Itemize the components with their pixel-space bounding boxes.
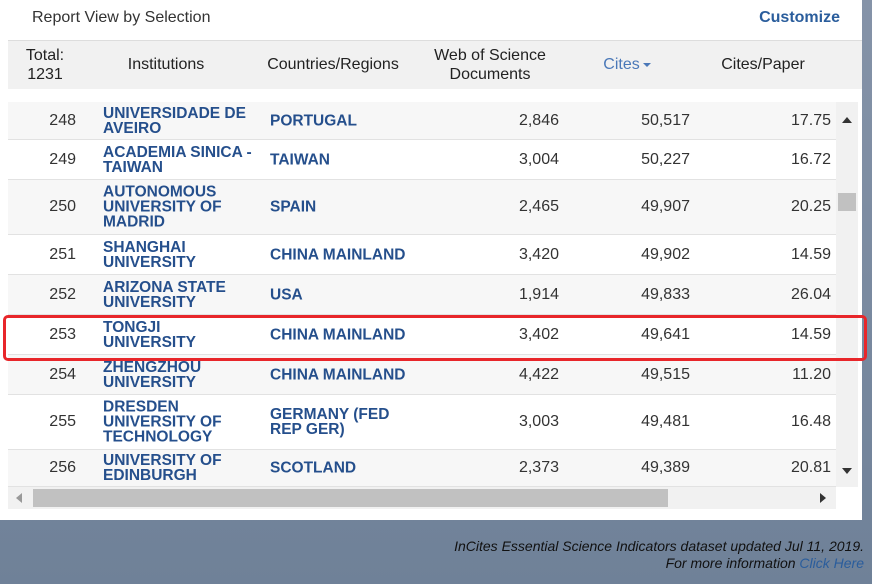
cites-per-paper: 17.75 bbox=[790, 111, 831, 129]
cites-per-paper: 20.25 bbox=[790, 198, 831, 215]
highlight-box bbox=[3, 315, 867, 361]
cites-per-paper: 26.04 bbox=[790, 285, 831, 303]
institution[interactable]: AUTONOMOUS UNIVERSITY OF MADRID bbox=[103, 183, 222, 231]
footer-note: InCites Essential Science Indicators dat… bbox=[454, 538, 864, 554]
documents: 4,422 bbox=[518, 365, 559, 383]
table-header: Total: 1231 Institutions Countries/Regio… bbox=[8, 40, 862, 89]
column-header[interactable]: Countries/Regions bbox=[267, 56, 399, 73]
cites: 50,227 bbox=[641, 150, 690, 168]
table-row: 251 SHANGHAI UNIVERSITY CHINA MAINLAND 3,42… bbox=[8, 235, 836, 275]
documents: 3,420 bbox=[518, 245, 559, 263]
cites: 50,517 bbox=[641, 111, 690, 129]
documents: 2,846 bbox=[518, 111, 559, 129]
cites: 49,902 bbox=[641, 245, 690, 263]
column-header[interactable]: Institutions bbox=[127, 56, 205, 73]
table-row: 248 UNIVERSIDADE DE AVEIRO PORTUGAL 2,846 50… bbox=[8, 102, 836, 140]
institution[interactable]: ZHENGZHOU UNIVERSITY bbox=[103, 358, 202, 391]
institution[interactable]: ACADEMIA SINICA - TAIWAN bbox=[103, 143, 252, 176]
institution[interactable]: ARIZONA STATE UNIVERSITY bbox=[103, 278, 226, 311]
rank: 253 bbox=[49, 325, 76, 343]
footer-more: For more information Click Here bbox=[454, 555, 864, 572]
country[interactable]: SCOTLAND bbox=[270, 459, 357, 477]
table-row: 254 ZHENGZHOU UNIVERSITY CHINA MAINLAND 4,4… bbox=[8, 355, 836, 395]
rank: 248 bbox=[49, 111, 76, 129]
country[interactable]: TAIWAN bbox=[270, 151, 330, 168]
rank: 255 bbox=[49, 413, 76, 430]
cites: 49,481 bbox=[641, 413, 690, 430]
rank: 249 bbox=[49, 150, 76, 168]
cites: 49,907 bbox=[641, 198, 690, 215]
table-row: 253 TONGJI UNIVERSITY CHINA MAINLAND 3,402 4… bbox=[8, 315, 836, 355]
rank: 250 bbox=[49, 198, 76, 215]
table-row: 252 ARIZONA STATE UNIVERSITY USA 1,914 49,83… bbox=[8, 275, 836, 315]
cites-per-paper: 11.20 bbox=[792, 365, 831, 383]
cites: 49,833 bbox=[641, 285, 690, 303]
country[interactable]: CHINA MAINLAND bbox=[270, 326, 406, 343]
documents: 3,402 bbox=[518, 325, 559, 343]
table-row: 250 AUTONOMOUS UNIVERSITY OF MADRID SPAIN 2… bbox=[8, 180, 836, 235]
documents: 1,914 bbox=[518, 285, 559, 303]
country[interactable]: PORTUGAL bbox=[270, 112, 357, 129]
cites: 49,515 bbox=[641, 365, 690, 383]
cites-per-paper: 14.59 bbox=[790, 245, 831, 263]
cites-per-paper: 14.59 bbox=[790, 325, 831, 343]
cites-per-paper: 20.81 bbox=[790, 459, 831, 476]
sort-arrow bbox=[642, 63, 651, 67]
column-header[interactable]: Web of Science Documents bbox=[434, 47, 546, 83]
cites: 49,641 bbox=[641, 325, 690, 343]
scrollbar-graphics bbox=[16, 489, 826, 507]
institution[interactable]: SHANGHAI UNIVERSITY bbox=[103, 238, 197, 271]
country[interactable]: SPAIN bbox=[270, 198, 317, 216]
institution[interactable]: DRESDEN UNIVERSITY OF TECHNOLOGY bbox=[103, 398, 222, 446]
rank: 251 bbox=[49, 245, 76, 263]
scrollbar-graphics bbox=[838, 117, 856, 474]
table-row: 256 UNIVERSITY OF EDINBURGH SCOTLAND 2,373 4… bbox=[8, 450, 836, 487]
country[interactable]: CHINA MAINLAND bbox=[270, 366, 406, 383]
panel-title: Report View by Selection bbox=[32, 9, 211, 26]
institution[interactable]: TONGJI UNIVERSITY bbox=[103, 318, 197, 351]
documents: 3,003 bbox=[518, 413, 559, 430]
rank: 254 bbox=[49, 365, 76, 383]
institution[interactable]: UNIVERSITY OF EDINBURGH bbox=[103, 452, 222, 484]
click-here-link[interactable]: Click Here bbox=[799, 555, 864, 571]
documents: 2,465 bbox=[518, 198, 559, 215]
cites-per-paper: 16.72 bbox=[790, 150, 831, 168]
table-body: 248 UNIVERSIDADE DE AVEIRO PORTUGAL 2,846 50… bbox=[8, 102, 836, 487]
report-panel: Report View by Selection Customize Total… bbox=[8, 9, 862, 509]
column-header[interactable]: Cites/Paper bbox=[721, 56, 805, 73]
column-label: Cites bbox=[603, 56, 640, 73]
cites-per-paper: 16.48 bbox=[790, 413, 831, 430]
cites: 49,389 bbox=[641, 459, 690, 476]
rank: 252 bbox=[49, 285, 76, 303]
country[interactable]: USA bbox=[270, 286, 303, 303]
footer: InCites Essential Science Indicators dat… bbox=[454, 538, 864, 572]
country[interactable]: CHINA MAINLAND bbox=[270, 246, 406, 263]
table-row: 249 ACADEMIA SINICA - TAIWAN TAIWAN 3,004 50… bbox=[8, 140, 836, 180]
country[interactable]: GERMANY (FED REP GER) bbox=[270, 406, 390, 438]
rank: 256 bbox=[49, 459, 76, 476]
column-header-sorted[interactable]: Cites bbox=[583, 55, 673, 74]
documents: 3,004 bbox=[518, 150, 559, 168]
documents: 2,373 bbox=[518, 459, 559, 476]
total-label: Total: bbox=[25, 47, 65, 64]
total: Total: 1231 bbox=[12, 46, 78, 84]
customize-link[interactable]: Customize bbox=[759, 9, 840, 26]
vertical-scrollbar[interactable] bbox=[836, 102, 858, 487]
more-text: For more information bbox=[665, 555, 796, 571]
total-value: 1231 bbox=[27, 66, 63, 83]
horizontal-scrollbar[interactable] bbox=[8, 487, 836, 509]
table-row: 255 DRESDEN UNIVERSITY OF TECHNOLOGY GERMA… bbox=[8, 395, 836, 450]
institution[interactable]: UNIVERSIDADE DE AVEIRO bbox=[103, 104, 246, 137]
